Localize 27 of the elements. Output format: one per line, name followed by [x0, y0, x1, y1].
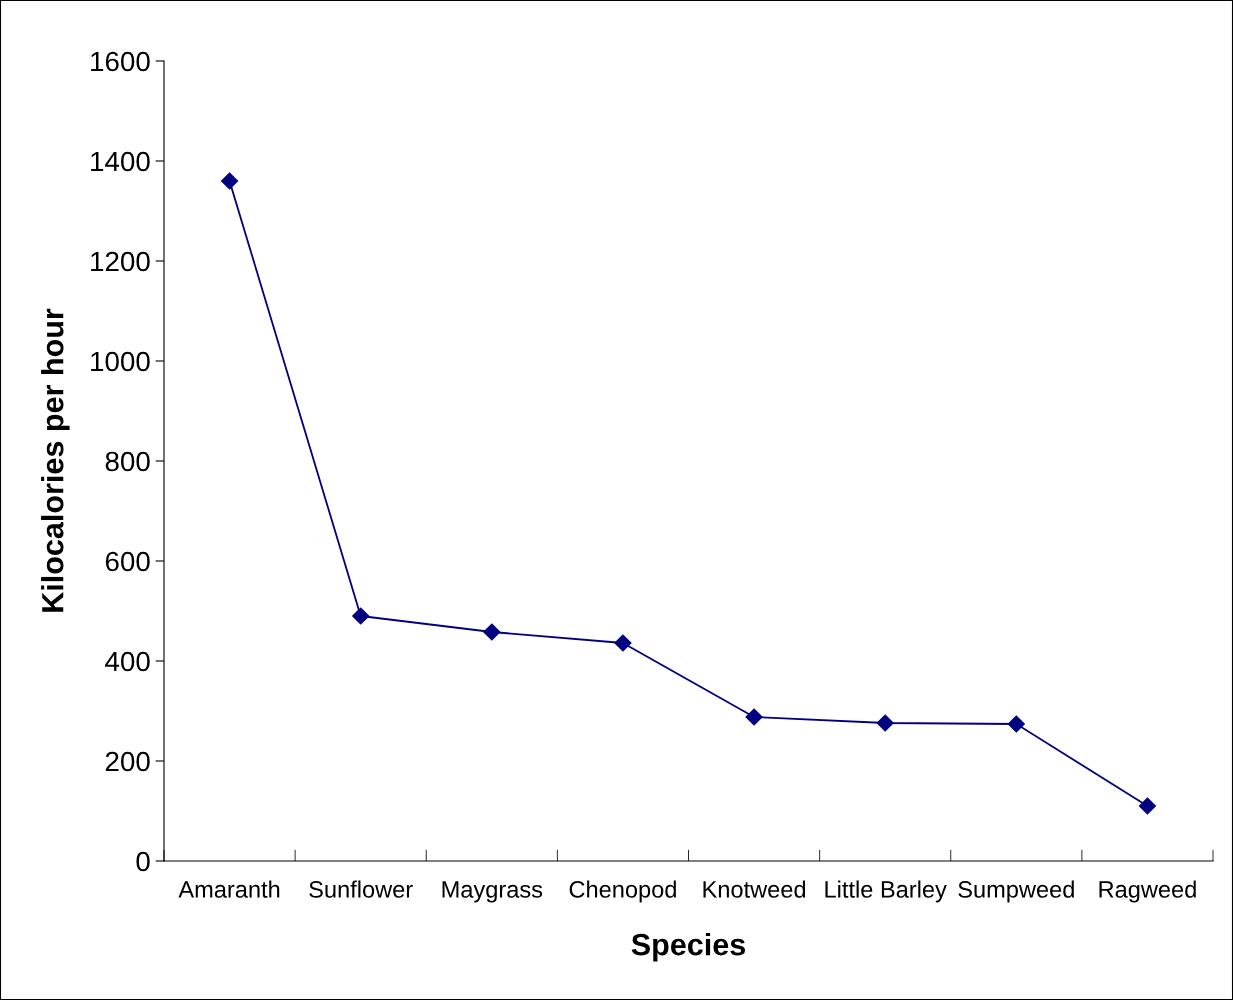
x-tick-label: Little Barley: [825, 880, 947, 903]
x-tick-label: Chenopod: [569, 880, 676, 903]
point: [614, 634, 632, 652]
x-tick-label: Sumpweed: [958, 880, 1074, 903]
point: [352, 607, 370, 625]
x-tick-label: Maygrass: [442, 881, 543, 903]
x-tick-label: Knotweed: [703, 880, 806, 898]
y-tick-label: 1600: [91, 51, 150, 72]
point: [221, 172, 239, 190]
y-tick-label: 1400: [91, 151, 150, 172]
x-tick-label: Ragweed: [1099, 880, 1196, 903]
x-axis-title: Species: [631, 933, 746, 962]
x-tick-label: Sunflower: [309, 880, 413, 898]
y-tick-label: 600: [105, 551, 150, 572]
y-tick-label: 1000: [91, 351, 150, 372]
y-tick-label: 0: [136, 851, 150, 872]
y-tick-label: 800: [105, 451, 150, 472]
point: [1138, 797, 1156, 815]
point: [876, 714, 894, 732]
point: [745, 708, 763, 726]
x-tick-label: Amaranth: [178, 880, 280, 898]
y-axis-title: Kilocalories per hour: [41, 308, 70, 612]
y-tick-label: 400: [105, 651, 150, 672]
y-tick-label: 200: [105, 751, 150, 772]
point: [483, 623, 501, 641]
point: [1007, 715, 1025, 733]
y-tick-label: 1200: [91, 251, 150, 272]
